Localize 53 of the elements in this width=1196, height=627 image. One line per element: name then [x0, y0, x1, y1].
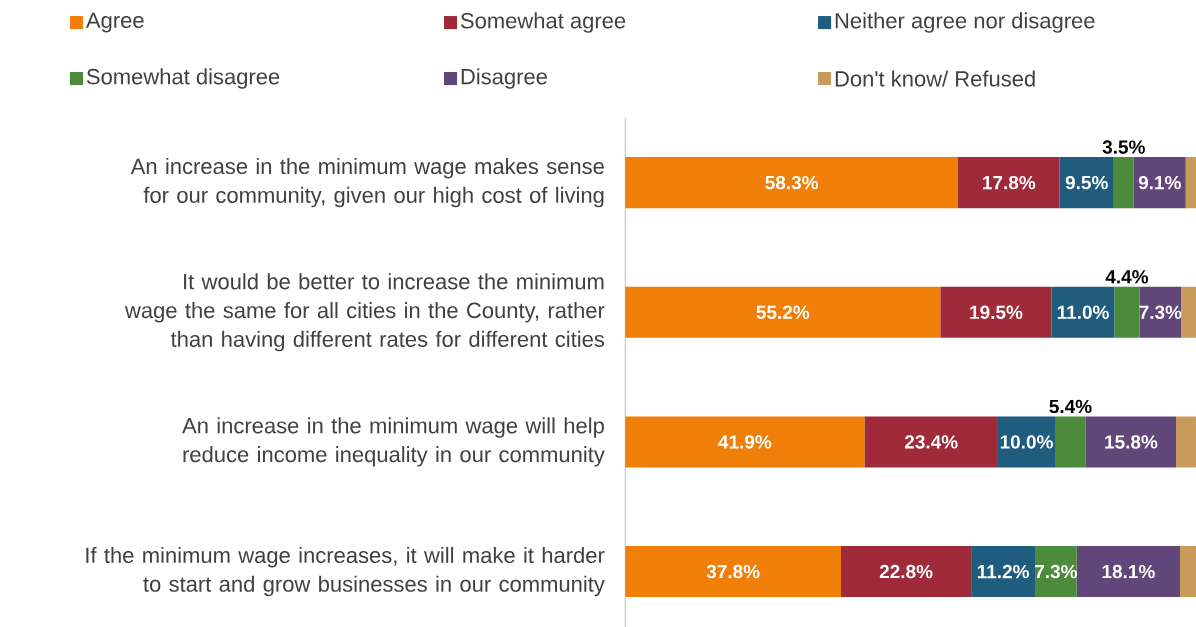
bar	[1113, 156, 1134, 208]
bar	[841, 545, 972, 597]
bar	[971, 545, 1036, 597]
bar	[625, 156, 958, 208]
bar	[1181, 286, 1196, 338]
data-label: 22.8%	[879, 564, 933, 579]
bar	[1035, 545, 1077, 597]
bar	[997, 416, 1056, 468]
data-label: 7.3%	[1035, 564, 1078, 579]
data-label: 11.2%	[977, 564, 1029, 579]
y-tick-label: An increase in the minimum wage makes sense for our community, given our high cost of living	[130, 157, 604, 208]
bar	[1059, 156, 1114, 208]
bar	[864, 416, 998, 468]
bar	[940, 286, 1052, 338]
legend-label: Neither agree nor disagree	[835, 12, 1095, 33]
y-tick-label: An increase in the minimum wage will help reduce income inequality in our community	[182, 417, 605, 467]
data-label: 58.3%	[765, 175, 819, 190]
data-label: 23.4%	[904, 435, 958, 449]
data-label: 15.8%	[1105, 435, 1158, 449]
bar	[625, 545, 841, 597]
y-tick-label: It would be better to increase the minimum wage the same for all cities in the County, rather than having different rates for different cities	[124, 273, 605, 352]
data-label: 3.5%	[1102, 140, 1145, 154]
data-label: 7.3%	[1139, 305, 1182, 319]
bar	[1085, 416, 1177, 468]
data-label: 17.8%	[983, 175, 1036, 190]
legend-label: Somewhat disagree	[86, 68, 280, 89]
bar	[1051, 286, 1115, 338]
data-label: 55.2%	[756, 305, 810, 319]
data-label: 9.5%	[1065, 175, 1108, 190]
data-label: 10.0%	[1000, 435, 1053, 449]
bar	[1180, 545, 1196, 597]
bar	[1139, 286, 1182, 338]
y-tick-label: If the minimum wage increases, it will make it harder to start and grow businesses in our community	[86, 546, 605, 597]
data-label: 37.8%	[706, 564, 760, 579]
data-label: 5.4%	[1049, 399, 1092, 413]
bar	[1076, 545, 1181, 597]
bar	[1055, 416, 1086, 468]
data-label: 11.0%	[1057, 305, 1109, 319]
legend-label: Disagree	[461, 68, 547, 89]
data-label: 9.1%	[1138, 175, 1181, 190]
data-label: 18.1%	[1102, 564, 1155, 579]
bar	[1133, 156, 1186, 208]
bar	[625, 416, 865, 468]
data-label: 41.9%	[718, 435, 772, 449]
data-label: 19.5%	[970, 305, 1023, 319]
bar	[958, 156, 1060, 208]
bar	[1114, 286, 1140, 338]
bar	[1176, 416, 1196, 468]
data-label: 4.4%	[1105, 269, 1149, 284]
legend-label: Somewhat agree	[460, 12, 626, 33]
legend-label: Don't know/ Refused	[835, 70, 1035, 87]
legend-label: Agree	[85, 12, 144, 33]
bar	[625, 286, 941, 338]
